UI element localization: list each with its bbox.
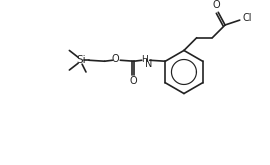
Text: O: O: [129, 76, 137, 86]
Text: O: O: [212, 0, 220, 10]
Text: O: O: [112, 54, 119, 64]
Text: N: N: [145, 59, 152, 69]
Text: H: H: [141, 55, 148, 64]
Text: Si: Si: [76, 55, 86, 65]
Text: Cl: Cl: [243, 13, 252, 23]
